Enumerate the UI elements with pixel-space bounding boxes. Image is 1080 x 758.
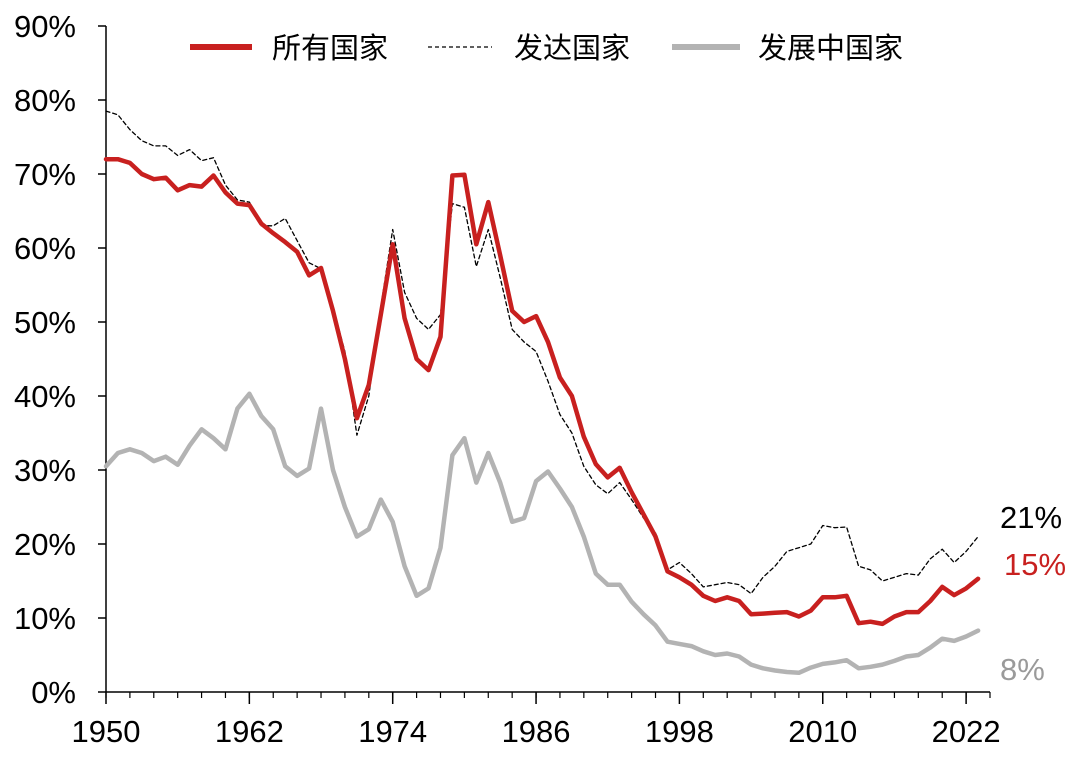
end-labels: 21% 15% 8% xyxy=(1000,500,1066,687)
y-tick-label: 50% xyxy=(14,305,76,340)
y-tick-label: 80% xyxy=(14,83,76,118)
x-tick-label: 1974 xyxy=(358,714,427,749)
legend: 所有国家 发达国家 发展中国家 xyxy=(190,32,903,65)
y-tick-label: 90% xyxy=(14,9,76,44)
y-tick-label: 70% xyxy=(14,157,76,192)
x-tick-label: 1962 xyxy=(215,714,284,749)
x-tick-label: 2022 xyxy=(932,714,1001,749)
x-tick-label: 2010 xyxy=(788,714,857,749)
y-tick-label: 20% xyxy=(14,527,76,562)
series-layer xyxy=(103,110,981,676)
end-label-developing: 8% xyxy=(1000,652,1045,687)
y-tick-label: 40% xyxy=(14,379,76,414)
y-tick-label: 10% xyxy=(14,601,76,636)
x-tick-label: 1950 xyxy=(72,714,141,749)
end-label-developed: 21% xyxy=(1000,500,1062,535)
legend-label-developing: 发展中国家 xyxy=(758,32,903,65)
end-label-all-countries: 15% xyxy=(1004,547,1066,582)
y-tick-label: 30% xyxy=(14,453,76,488)
y-tick-label: 60% xyxy=(14,231,76,266)
y-tick-label: 0% xyxy=(31,675,76,710)
x-tick-label: 1998 xyxy=(645,714,714,749)
axes: 0% 10% 20% 30% 40% 50% 60% 70% 80% 90% 1950 1962 197… xyxy=(14,9,1001,749)
legend-label-all-countries: 所有国家 xyxy=(272,32,388,65)
x-tick-label: 1986 xyxy=(502,714,571,749)
legend-label-developed: 发达国家 xyxy=(514,32,630,65)
series-line-developed xyxy=(105,110,979,595)
series-line-all-countries xyxy=(103,156,981,627)
series-line-developing xyxy=(103,391,981,676)
